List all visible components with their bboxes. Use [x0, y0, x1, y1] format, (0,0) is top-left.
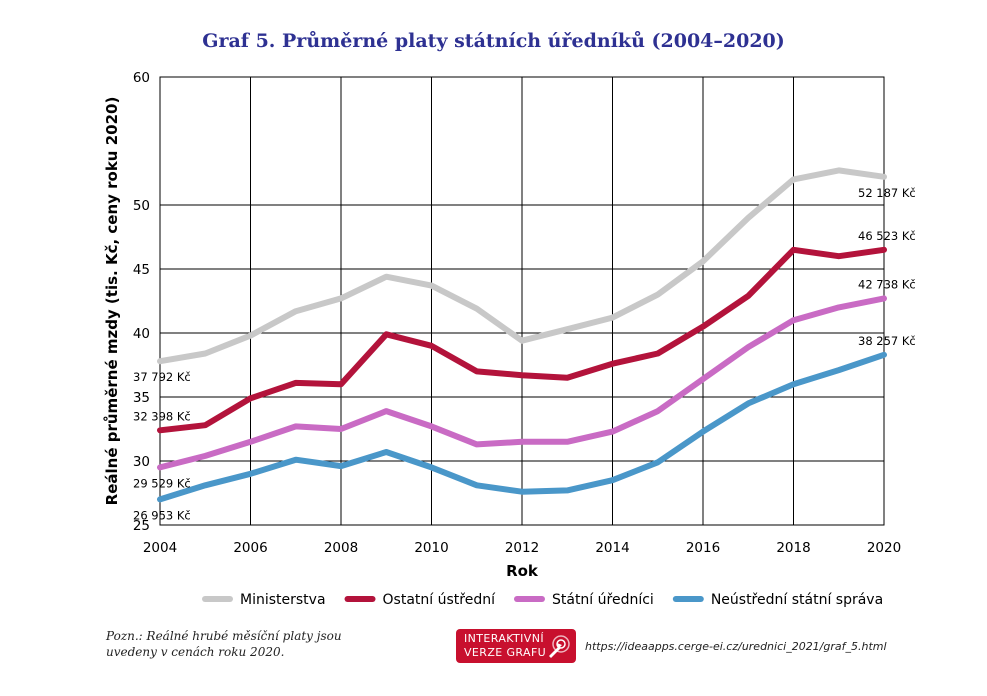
y-tick-label: 45 — [133, 262, 150, 278]
data-label: 37 792 Kč — [133, 370, 191, 384]
x-tick-label: 2012 — [505, 540, 539, 556]
x-axis-label: Rok — [506, 562, 539, 580]
footnote: Pozn.: Reálné hrubé měsíční platy jsou u… — [106, 629, 342, 659]
interactive-version-button[interactable]: INTERAKTIVNÍ VERZE GRAFU — [456, 629, 576, 663]
x-tick-label: 2010 — [414, 540, 448, 556]
data-label: 52 187 Kč — [858, 186, 916, 200]
y-tick-label: 50 — [133, 198, 150, 214]
button-label-line1: INTERAKTIVNÍ — [464, 632, 544, 645]
source-link[interactable]: https://ideaapps.cerge-ei.cz/urednici_20… — [585, 640, 887, 653]
y-tick-label: 40 — [133, 326, 150, 342]
y-tick-label: 25 — [133, 518, 150, 534]
grid — [159, 76, 885, 526]
y-tick-label: 60 — [133, 70, 150, 86]
legend-label[interactable]: Státní úředníci — [552, 592, 654, 608]
x-tick-label: 2016 — [686, 540, 720, 556]
data-label: 42 738 Kč — [858, 277, 916, 291]
data-label: 26 953 Kč — [133, 508, 191, 522]
x-tick-label: 2006 — [233, 540, 267, 556]
x-tick-label: 2018 — [776, 540, 810, 556]
data-label: 46 523 Kč — [858, 229, 916, 243]
cursor-click-icon — [549, 635, 570, 658]
legend-label[interactable]: Neústřední státní správa — [711, 592, 883, 608]
data-label: 29 529 Kč — [133, 476, 191, 490]
series-line — [157, 246, 887, 434]
x-tick-label: 2004 — [143, 540, 177, 556]
chart-title: Graf 5. Průměrné platy státních úředníků… — [202, 30, 785, 52]
series-line — [157, 167, 887, 365]
data-label: 38 257 Kč — [858, 334, 916, 348]
x-tick-label: 2014 — [595, 540, 629, 556]
legend-label[interactable]: Ostatní ústřední — [383, 592, 497, 608]
data-label: 32 398 Kč — [133, 409, 191, 423]
series-line — [157, 295, 887, 471]
data-labels: 37 792 Kč 52 187 Kč 32 398 Kč 46 523 Kč 29 5… — [133, 186, 916, 523]
x-tick-label: 2008 — [324, 540, 358, 556]
y-axis-label: Reálné průměrné mzdy (tis. Kč, ceny roku… — [103, 97, 121, 506]
x-tick-label: 2020 — [867, 540, 901, 556]
legend-label[interactable]: Ministerstva — [240, 592, 326, 608]
axis-ticks: 2004 2006 2008 2010 2012 2014 2016 2018 2020 25 30… — [133, 70, 901, 556]
y-tick-label: 35 — [133, 390, 150, 406]
y-tick-label: 30 — [133, 454, 150, 470]
legend[interactable]: Ministerstva Ostatní ústřední Státní úředn… — [202, 592, 883, 608]
series-line — [157, 351, 887, 503]
button-label-line2: VERZE GRAFU — [464, 646, 547, 659]
series-lines — [157, 167, 887, 503]
